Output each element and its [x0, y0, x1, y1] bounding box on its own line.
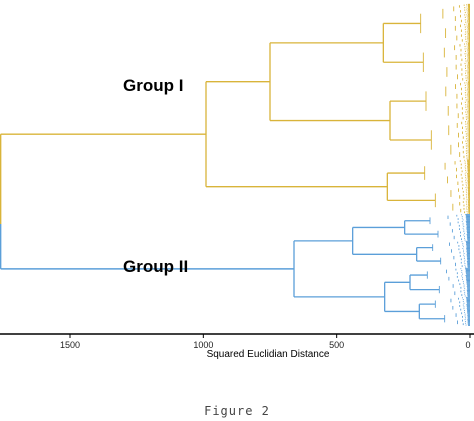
- dendrogram-svg: Group I Group II 1500 1000 500 0 Squared Eu…: [0, 3, 474, 360]
- x-axis-title: Squared Euclidian Distance: [207, 349, 330, 360]
- figure-caption: Figure 2: [204, 404, 270, 418]
- group-label-2: Group II: [123, 257, 188, 276]
- x-axis-ticks: 1500 1000 500 0: [60, 334, 471, 350]
- x-tick-label-1000: 1000: [193, 340, 213, 350]
- dendrogram-branches: [0, 22, 445, 320]
- x-tick-label-500: 500: [329, 340, 344, 350]
- group-label-1: Group I: [123, 76, 183, 95]
- leaf-fans: [420, 3, 470, 326]
- x-tick-label-0: 0: [465, 340, 470, 350]
- x-tick-label-1500: 1500: [60, 340, 80, 350]
